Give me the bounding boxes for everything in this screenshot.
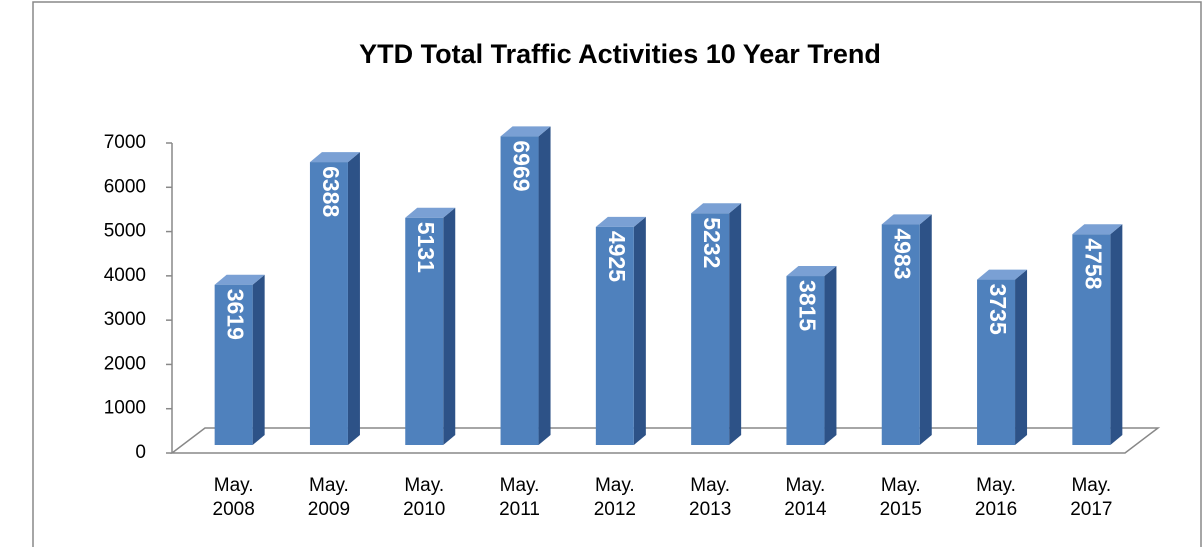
x-tick-label: May. 2014 [784,475,827,520]
value-label: 4758 [1080,238,1106,289]
value-label: 3735 [985,284,1011,335]
bar-side [347,152,360,446]
value-label: 6388 [318,166,344,217]
bar [309,162,348,446]
y-tick-label: 3000 [104,309,146,330]
bar-top [881,214,932,225]
x-tick-label: May. 2013 [689,475,732,520]
bar-top [1072,224,1123,235]
bar [405,217,444,445]
x-tick-label: May. 2011 [499,475,540,520]
bar-top [500,126,551,137]
bar [500,136,539,445]
y-tick-label: 6000 [104,176,146,197]
value-label: 3815 [794,280,820,331]
x-tick-label: May. 2010 [403,475,446,520]
x-tick-label: May. 2008 [212,475,255,520]
y-tick-label: 5000 [104,221,146,242]
value-label: 6969 [508,140,534,191]
bar-side [538,126,551,445]
x-tick-label: May. 2012 [593,475,636,520]
bar [786,276,825,445]
floor [169,427,1161,454]
bar [977,279,1016,445]
value-label: 3619 [223,289,249,340]
value-label: 5131 [413,222,439,273]
bar-top [405,207,456,218]
bar [881,224,920,445]
x-tick-label: May. 2015 [879,475,922,520]
bar-top [214,274,265,285]
bar [595,226,634,445]
bar-side [252,274,265,445]
bar-side [729,203,742,445]
y-tick-label: 0 [135,442,146,463]
chart-title: YTD Total Traffic Activities 10 Year Tre… [359,39,881,69]
bar-side [633,216,646,445]
bar [691,213,730,445]
bar-side [1015,269,1028,445]
bar-top [309,152,360,163]
x-tick-label: May. 2009 [307,475,351,520]
y-tick-label: 1000 [104,398,146,419]
bar-side [1110,224,1123,445]
y-tick-label: 4000 [104,265,146,286]
bar-top [786,266,837,277]
bar-side [919,214,932,445]
bar-top [691,203,742,214]
bar-side [443,207,456,445]
y-tick-label: 2000 [104,353,146,374]
value-label: 4925 [604,231,630,282]
bar-side [824,266,837,445]
chart-frame [32,1,1202,547]
bar [1072,234,1111,445]
bar-top [977,269,1028,280]
value-label: 5232 [699,217,725,268]
bar-top [595,216,646,227]
bar [214,284,253,445]
x-tick-label: May. 2016 [974,475,1018,520]
y-tick-label: 7000 [104,132,146,153]
x-tick-label: May. 2017 [1070,475,1113,520]
value-label: 4983 [890,228,916,279]
